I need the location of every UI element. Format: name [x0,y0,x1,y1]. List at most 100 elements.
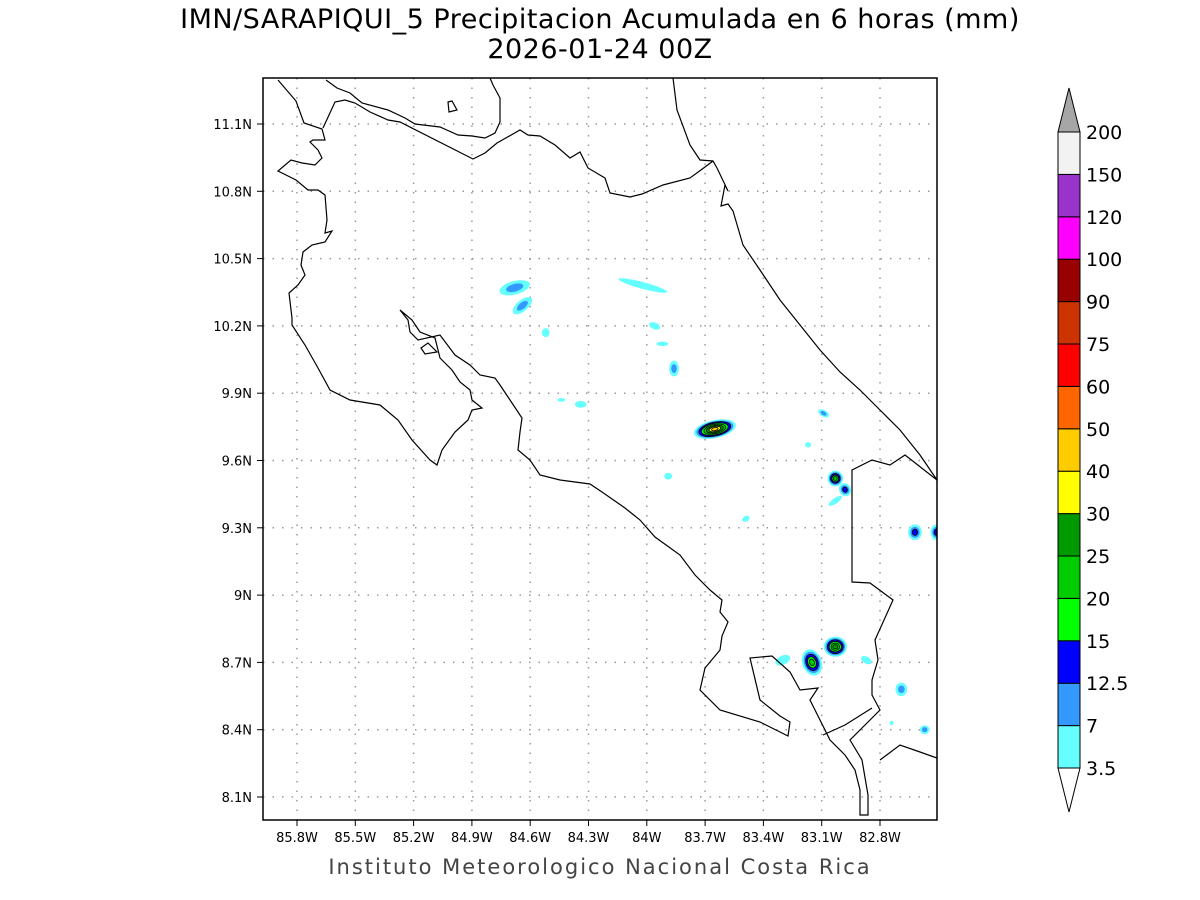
lat-tick-label: 9.3N [222,522,252,537]
precip-cell [895,682,908,697]
contour-level-7 [898,685,905,694]
colorbar-label: 30 [1086,504,1110,526]
coastlines [276,78,937,816]
lat-tick-label: 10.2N [213,320,252,335]
contour-level-3.5 [648,322,661,330]
lat-tick-label: 9.6N [222,455,252,470]
colorbar-label: 120 [1086,207,1122,229]
colorbar-label: 40 [1086,461,1110,483]
lon-tick-label: 84W [632,831,662,846]
precip-cell [945,598,955,614]
precip-cells [499,278,957,735]
lon-tick-label: 85.8W [276,831,318,846]
colorbar-swatch [1057,343,1081,387]
precip-cell [805,442,812,448]
colorbar-swatch [1057,385,1081,430]
lon-tick-label: 83.7W [684,831,726,846]
colorbar-swatch [1057,131,1081,175]
precip-cell [861,656,872,665]
precip-cell [656,341,669,347]
precip-cell [664,472,673,480]
lon-tick-label: 84.3W [568,831,610,846]
precip-cell [669,360,679,377]
contour-level-3.5 [557,398,566,402]
contour-level-7 [516,300,528,311]
precip-cell [838,483,852,497]
precip-cell [574,401,587,408]
contour-level-25 [832,644,839,650]
precip-cell [889,720,894,726]
precip-cell [823,636,847,657]
precip-cell [742,515,750,522]
contour-level-7 [820,411,827,416]
lat-tick-label: 9.9N [222,387,252,402]
lake-nicaragua-shore [325,78,501,139]
map-frame [262,77,938,821]
precip-cell [818,409,829,418]
colorbar-swatch [1057,640,1081,684]
colorbar: 3.5 7 12.5 15 20 25 30 40 50 60 75 90 100 120 150 200 [1057,87,1128,813]
precip-cell [951,554,957,565]
island [447,100,458,113]
lon-tick-label: 84.6W [509,831,551,846]
colorbar-swatch [1057,258,1081,303]
panama-coast [822,707,937,761]
lon-tick-label: 83.4W [742,831,784,846]
colorbar-swatch [1057,470,1081,515]
precip-cell [557,398,566,402]
colorbar-label: 12.5 [1086,673,1128,695]
contour-level-3.5 [945,598,955,614]
contour-level-3.5 [951,554,957,565]
lon-tick-label: 85.2W [393,831,435,846]
colorbar-label: 7 [1086,716,1098,738]
colorbar-label: 90 [1086,292,1110,314]
precip-cell [512,297,533,315]
colorbar-swatch [1057,597,1081,642]
lat-tick-label: 8.4N [222,724,252,739]
lon-tick-label: 85.5W [334,831,376,846]
pacific-coast [276,79,937,816]
map-axes: 85.8W 85.5W 85.2W 84.9W 84.6W 84.3W 84W 83.7W 83… [213,118,901,846]
contour-level-7 [921,727,928,733]
colorbar-swatch [1057,216,1081,260]
colorbar-label: 100 [1086,249,1122,271]
colorbar-swatch [1057,555,1081,599]
lat-tick-label: 8.7N [222,656,252,671]
map-grid [263,78,937,820]
nicoya-island [420,342,439,355]
colorbar-over-arrow [1057,87,1081,133]
lon-tick-label: 82.8W [859,831,901,846]
contour-level-3.5 [656,341,669,347]
colorbar-label: 50 [1086,419,1110,441]
precip-cell [693,419,736,439]
lat-tick-label: 11.1N [213,118,252,133]
contour-level-12.5 [911,528,919,536]
colorbar-swatch [1057,725,1081,769]
colorbar-swatch [1057,682,1081,727]
precip-cell [618,278,668,293]
contour-level-3.5 [618,278,668,293]
contour-level-40 [711,427,719,432]
lat-tick-label: 8.1N [222,791,252,806]
colorbar-label: 15 [1086,631,1110,653]
colorbar-label: 60 [1086,376,1110,398]
colorbar-swatch [1057,428,1081,472]
contour-level-12.5 [948,603,952,609]
precip-cell [908,524,922,541]
precip-cell [801,649,823,676]
colorbar-swatch [1057,513,1081,557]
colorbar-label: 200 [1086,122,1122,144]
nicaragua-border [322,99,714,198]
colorbar-label: 75 [1086,334,1110,356]
colorbar-swatch [1057,301,1081,345]
colorbar-label: 20 [1086,588,1110,610]
contour-level-3.5 [664,472,673,480]
lat-tick-label: 9N [234,589,252,604]
precip-cell [541,328,550,338]
lat-tick-label: 10.8N [213,185,252,200]
lat-tick-label: 10.5N [213,253,252,268]
contour-level-20 [832,476,838,481]
colorbar-label: 25 [1086,546,1110,568]
contour-level-3.5 [828,495,842,506]
